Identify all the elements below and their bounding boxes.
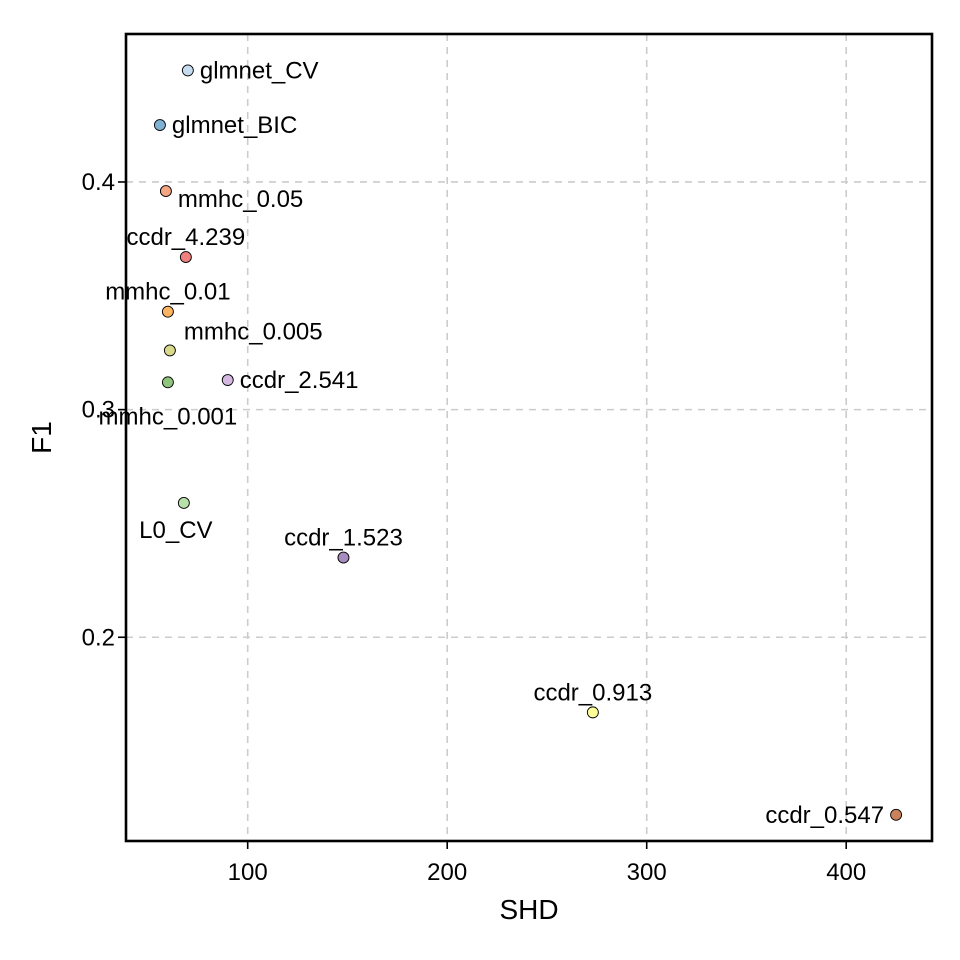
y-axis-title: F1	[26, 421, 57, 454]
data-point-label: ccdr_1.523	[284, 525, 403, 552]
data-point	[161, 305, 174, 318]
data-point-label: ccdr_4.239	[126, 224, 245, 251]
data-point-label: ccdr_0.913	[533, 679, 652, 706]
x-tick-label: 300	[627, 859, 667, 886]
data-point-label: mmhc_0.005	[184, 318, 323, 345]
data-point	[177, 496, 190, 509]
plot-panel-border	[124, 32, 934, 843]
data-point-label: ccdr_0.547	[765, 802, 884, 829]
axis-ticks: 100 200 300 400 0.2 0.3 0.4	[82, 169, 867, 886]
data-point	[337, 551, 350, 564]
data-point-label: ccdr_2.541	[240, 367, 359, 394]
data-point-label: mmhc_0.01	[105, 279, 230, 306]
data-point	[179, 251, 192, 264]
data-point-label: L0_CV	[139, 517, 212, 544]
x-axis-title: SHD	[499, 894, 558, 925]
data-point-label: mmhc_0.05	[178, 186, 303, 213]
data-point-label: mmhc_0.001	[99, 403, 238, 430]
data-point	[181, 64, 194, 77]
data-points	[153, 64, 903, 821]
data-point	[221, 374, 234, 386]
data-point	[586, 706, 599, 719]
x-tick-label: 100	[228, 859, 268, 886]
data-point	[159, 185, 172, 198]
grid-lines	[126, 34, 932, 841]
data-point	[890, 808, 903, 821]
data-point	[163, 344, 176, 357]
x-tick-label: 200	[427, 859, 467, 886]
data-point-label: glmnet_CV	[200, 57, 319, 84]
data-point-label: glmnet_BIC	[172, 112, 297, 139]
data-point	[161, 376, 174, 389]
y-tick-label: 0.3	[82, 397, 115, 424]
x-tick-label: 400	[826, 859, 866, 886]
data-point	[153, 119, 166, 132]
y-tick-label: 0.4	[82, 169, 115, 196]
y-tick-label: 0.2	[82, 624, 115, 651]
plot-background	[126, 34, 932, 841]
